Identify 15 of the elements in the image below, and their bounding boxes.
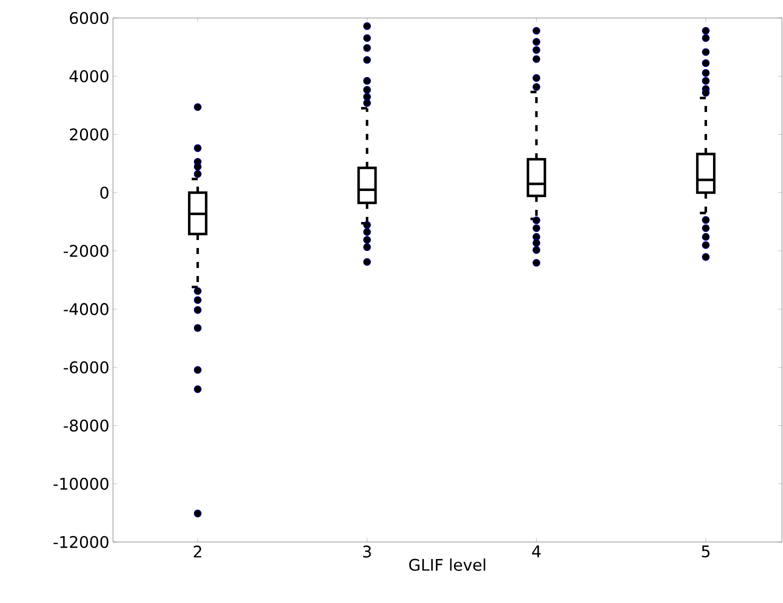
- x-axis-title: GLIF level: [409, 558, 486, 571]
- y-tick-label: -6000: [64, 361, 108, 374]
- x-tick-label: 3: [363, 546, 371, 558]
- y-tick-label: -4000: [64, 303, 108, 316]
- y-tick-label: -10000: [54, 478, 108, 490]
- y-tick-label: 4000: [70, 70, 108, 82]
- y-tick-label: -8000: [64, 420, 108, 432]
- y-tick-label: 6000: [70, 12, 108, 24]
- y-tick-label: 2000: [70, 128, 108, 140]
- x-tick-label: 5: [702, 546, 710, 558]
- x-tick-label: 2: [194, 546, 202, 558]
- y-tick-label: -2000: [64, 244, 108, 257]
- x-tick-label: 4: [532, 546, 541, 558]
- y-tick-label: -12000: [54, 536, 108, 548]
- y-tick-label: 0: [100, 186, 108, 199]
